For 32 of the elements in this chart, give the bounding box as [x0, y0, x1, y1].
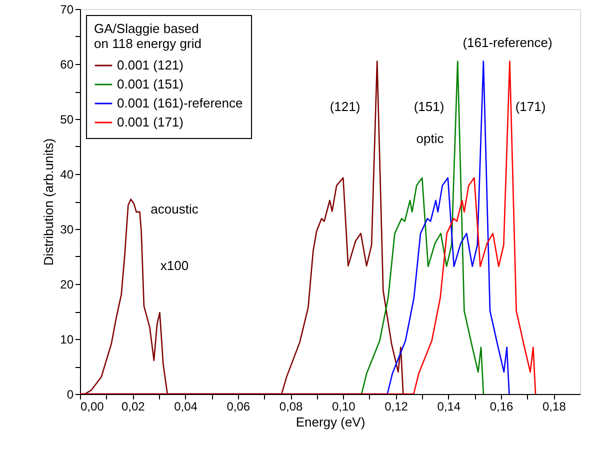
annotation: (171): [515, 99, 546, 114]
annotation: (161-reference): [462, 34, 552, 50]
y-tick-label: 40: [60, 168, 74, 182]
x-tick-label: 0,16: [490, 400, 514, 414]
x-tick-label: 0,18: [542, 400, 566, 414]
y-tick-label: 10: [60, 332, 74, 346]
legend-title: GA/Slaggie based on 118 energy grid: [94, 21, 202, 51]
legend-label: 0.001 (151): [117, 76, 184, 92]
annotation: acoustic: [150, 202, 199, 217]
y-tick-label: 60: [60, 58, 74, 72]
legend-label: 0.001 (161)-reference: [117, 96, 243, 110]
annotation: x100: [160, 258, 189, 274]
y-tick-label: 20: [60, 278, 74, 292]
annotation: (121): [330, 99, 360, 114]
annotation: (151): [414, 99, 444, 114]
y-tick-label: 70: [60, 2, 74, 16]
y-tick-label: 50: [60, 112, 74, 126]
x-tick-label: 0,04: [174, 400, 198, 414]
legend-label: 0.001 (171): [117, 114, 184, 130]
annotation: optic: [416, 131, 444, 146]
x-tick-label: 0,14: [437, 400, 461, 414]
x-tick-label: 0,06: [226, 400, 250, 414]
y-axis-title: Distribution (arb.units): [41, 138, 56, 266]
legend-label: 0.001 (121): [117, 58, 184, 72]
y-tick-label: 30: [60, 222, 74, 236]
x-tick-label: 0,12: [384, 400, 408, 414]
x-tick-label: 0,00: [80, 400, 104, 414]
y-tick-label: 0: [66, 388, 74, 402]
x-tick-label: 0,02: [121, 400, 146, 414]
x-tick-label: 0,10: [332, 400, 356, 414]
x-axis-title: Energy (eV): [296, 414, 366, 430]
x-tick-label: 0,08: [279, 400, 304, 414]
